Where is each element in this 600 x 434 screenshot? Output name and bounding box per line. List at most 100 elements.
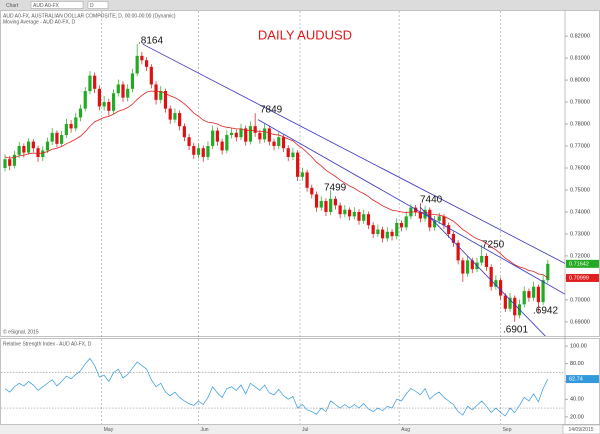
candle-body xyxy=(36,148,40,158)
candle-body xyxy=(22,146,26,153)
annotation: 7440 xyxy=(420,195,443,206)
candle-body xyxy=(546,263,550,281)
annotation: .6942 xyxy=(533,306,558,317)
candle-body xyxy=(45,141,50,151)
date: 14/09/2015 xyxy=(568,427,593,433)
candle-body xyxy=(135,55,139,74)
candle-body xyxy=(27,141,31,153)
candle-body xyxy=(484,255,489,267)
candle-body xyxy=(329,198,333,212)
candle-body xyxy=(267,128,271,142)
candle-body xyxy=(64,124,68,136)
moving-average xyxy=(4,90,549,279)
last-value-label: 0.71642 xyxy=(569,261,589,267)
symbol-box[interactable] xyxy=(30,1,84,9)
candle-body xyxy=(432,220,437,228)
x-tick-label: May xyxy=(104,427,114,433)
last-value-tag xyxy=(566,273,599,282)
candle-body xyxy=(418,211,422,219)
y-tick-label: 0.76000 xyxy=(570,165,590,171)
x-tick-label: Sep xyxy=(503,427,512,433)
candle-body xyxy=(206,146,210,158)
candle-body xyxy=(371,225,375,234)
candle-body xyxy=(111,93,116,111)
candle-body xyxy=(50,132,54,142)
candle-body xyxy=(541,280,545,303)
credit: © eSignal, 2015 xyxy=(3,328,39,335)
y-tick-label: 0.70000 xyxy=(570,297,590,303)
candle-body xyxy=(126,88,130,98)
candle-body xyxy=(470,260,474,270)
tab[interactable]: Chart xyxy=(6,3,19,9)
candle-body xyxy=(272,141,276,147)
candle-body xyxy=(215,130,219,142)
candle-body xyxy=(343,209,347,215)
annotation: 7849 xyxy=(260,105,283,116)
info-line: AUD A0-FX, AUSTRALIAN DOLLAR COMPOSITE, … xyxy=(3,13,176,19)
candle-body xyxy=(244,128,248,142)
candle-body xyxy=(102,102,106,107)
candle-body xyxy=(286,148,290,158)
interval[interactable]: D xyxy=(90,3,94,9)
candle-body xyxy=(494,280,498,287)
candle-body xyxy=(107,102,111,111)
candle-body xyxy=(31,141,35,149)
candle-body xyxy=(414,207,418,212)
candle-body xyxy=(234,132,238,138)
candle-body xyxy=(357,211,361,221)
candle-body xyxy=(211,130,215,147)
candle-body xyxy=(532,286,536,298)
candle-body xyxy=(305,172,309,188)
candle-body xyxy=(149,66,153,85)
candle-body xyxy=(319,200,323,208)
interval-box[interactable] xyxy=(87,1,109,9)
annotation: .6901 xyxy=(503,325,528,336)
candle-body xyxy=(154,84,158,100)
candle-body xyxy=(376,229,380,234)
rsi-tick-label: 100.00 xyxy=(570,344,587,350)
y-tick-label: 0.81000 xyxy=(570,56,590,62)
y-tick-label: 0.75000 xyxy=(570,187,590,193)
candle-body xyxy=(352,211,356,217)
candle-body xyxy=(499,280,503,296)
candle-body xyxy=(55,132,59,144)
candle-body xyxy=(399,222,404,228)
y-tick-label: 0.78000 xyxy=(570,121,590,127)
candle-body xyxy=(527,291,531,298)
y-tick-label: 0.72000 xyxy=(570,253,590,259)
annotation: 7499 xyxy=(324,183,347,194)
candle-body xyxy=(229,132,234,136)
candle-body xyxy=(69,124,73,129)
trendline xyxy=(257,119,565,295)
y-tick-label: 0.77000 xyxy=(570,143,590,149)
candle-body xyxy=(314,194,319,208)
candle-body xyxy=(281,137,286,149)
candle-body xyxy=(60,135,64,144)
candle-body xyxy=(381,229,385,239)
rsi-tick-label: 40.00 xyxy=(570,397,584,403)
y-tick-label: 0.69000 xyxy=(570,319,590,325)
toolbar xyxy=(0,0,600,10)
y-tick-label: 0.73000 xyxy=(570,231,590,237)
candle-body xyxy=(333,198,337,206)
candle-body xyxy=(248,126,253,142)
candle-body xyxy=(277,137,281,147)
candle-body xyxy=(201,148,205,158)
candle-body xyxy=(220,141,224,151)
candle-body xyxy=(140,55,144,61)
candle-body xyxy=(338,205,342,215)
candle-body xyxy=(489,266,493,287)
candle-body xyxy=(447,225,451,234)
candle-body xyxy=(300,172,304,177)
candle-body xyxy=(145,60,149,67)
candle-body xyxy=(263,128,267,140)
candle-body xyxy=(88,75,92,92)
candle-body xyxy=(159,91,163,100)
x-tick-label: Aug xyxy=(401,427,410,433)
candle-body xyxy=(324,200,328,212)
candle-body xyxy=(17,146,21,155)
symbol[interactable]: AUD A0-FX xyxy=(33,3,60,9)
candle-body xyxy=(291,152,295,158)
